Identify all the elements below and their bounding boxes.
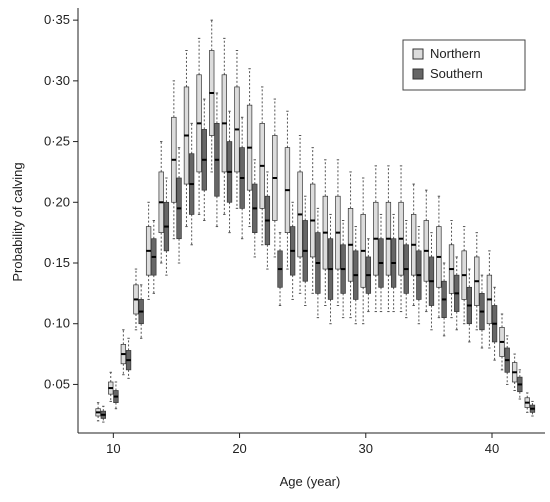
legend-swatch xyxy=(412,68,424,80)
y-tick-label: 0·05 xyxy=(44,376,70,391)
x-axis-label: Age (year) xyxy=(280,474,341,489)
y-tick-label: 0·25 xyxy=(44,134,70,149)
y-tick-label: 0·10 xyxy=(44,316,70,331)
legend-swatch xyxy=(412,48,424,60)
y-tick-label: 0·20 xyxy=(44,194,70,209)
x-tick-label: 40 xyxy=(485,441,499,456)
legend-label: Southern xyxy=(430,66,483,81)
x-tick-label: 10 xyxy=(106,441,120,456)
y-tick-label: 0·35 xyxy=(44,12,70,27)
legend-box xyxy=(402,39,526,91)
x-tick-label: 30 xyxy=(359,441,373,456)
legend-label: Northern xyxy=(430,46,481,61)
x-tick-label: 20 xyxy=(232,441,246,456)
y-tick-label: 0·15 xyxy=(44,255,70,270)
y-tick-label: 0·30 xyxy=(44,73,70,88)
y-axis-label: Probability of calving xyxy=(10,162,25,281)
